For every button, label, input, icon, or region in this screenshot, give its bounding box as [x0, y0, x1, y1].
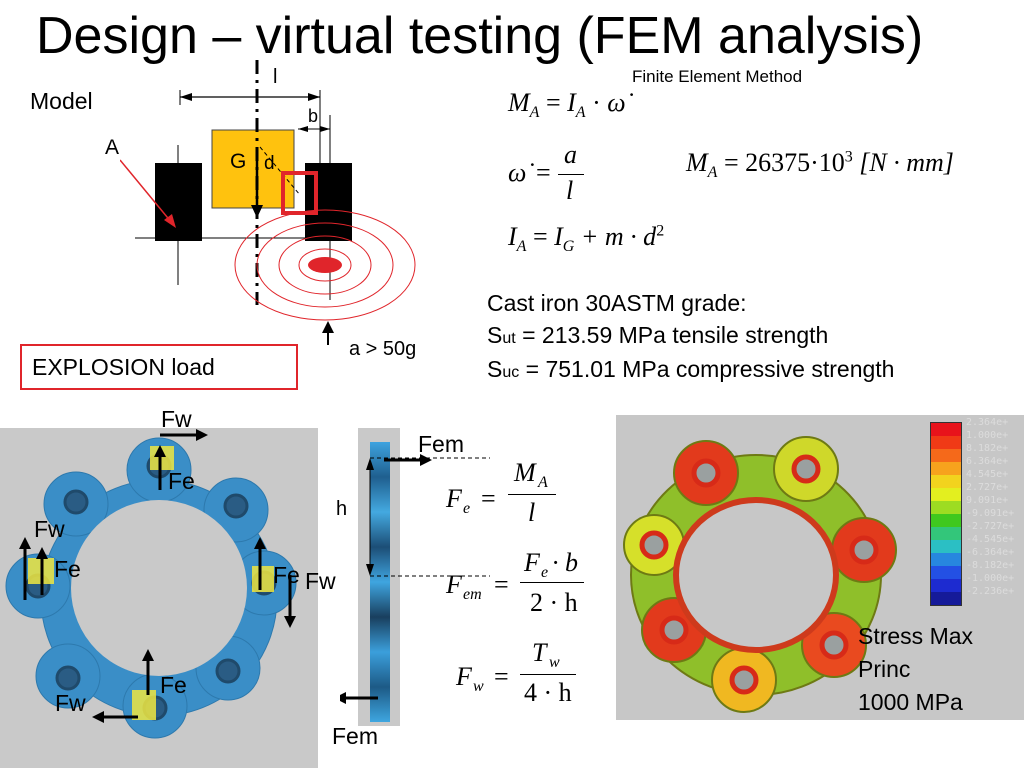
stress-caption-line: 1000 MPa — [858, 689, 963, 715]
legend-value: -2.727e+ — [966, 521, 1015, 532]
blast-ring-2 — [278, 235, 372, 295]
fe-label-right: Fe — [273, 562, 300, 588]
legend-value: 9.091e+ — [966, 495, 1009, 506]
blast-ring-outer — [234, 209, 416, 321]
fem-note: Finite Element Method — [632, 67, 803, 86]
equation-fe: F e = M A l — [446, 458, 596, 538]
legend-swatch — [931, 527, 961, 540]
equation-fw: F w = T w 4 · h — [456, 638, 616, 718]
fw-label-top: Fw — [161, 406, 192, 432]
stress-ring-inner — [673, 497, 839, 653]
legend-swatch — [931, 436, 961, 449]
fw-label-left: Fw — [34, 516, 65, 542]
right-wheel — [305, 163, 352, 241]
explosion-load-box: EXPLOSION load — [20, 344, 298, 390]
blast-center — [308, 257, 342, 273]
legend-value: -8.182e+ — [966, 560, 1015, 571]
point-a-highlight — [281, 171, 318, 215]
model-diagram — [120, 60, 416, 345]
fe-label-bottom: Fe — [160, 672, 187, 698]
legend-swatch — [931, 579, 961, 592]
fem-label-top: Fem — [418, 431, 464, 457]
ring-inner-hole — [71, 500, 247, 676]
blast-ring-1 — [298, 248, 352, 282]
h-label: h — [336, 498, 348, 520]
legend-value: -2.236e+ — [966, 586, 1015, 597]
equation-fem: F em = F e · b 2 · h — [446, 548, 606, 628]
fe-label-top: Fe — [168, 468, 195, 494]
legend-swatch — [931, 475, 961, 488]
center-of-gravity-label: G — [230, 150, 247, 173]
pointer-a-arrow — [120, 159, 173, 224]
stress-caption-line: Stress Max — [858, 623, 974, 649]
legend-value: -1.000e+ — [966, 573, 1015, 584]
legend-swatch — [931, 501, 961, 514]
material-tensile-strength: Sut = 213.59 MPa tensile strength — [487, 322, 829, 348]
slide-title: Design – virtual testing (FEM analysis) — [36, 7, 924, 65]
legend-value: -4.545e+ — [966, 534, 1015, 545]
equation-inertia: IA = IG + m · d2 — [508, 222, 665, 256]
blast-ring-3 — [256, 222, 394, 308]
fem-label-bottom: Fem — [332, 723, 378, 749]
dimension-l-arrow-left — [180, 93, 192, 101]
legend-value: 4.545e+ — [966, 469, 1009, 480]
stress-caption-line: Princ — [858, 656, 911, 682]
stress-ring — [623, 436, 897, 713]
bar-annotations — [340, 454, 490, 704]
legend-swatch — [931, 449, 961, 462]
dimension-l-arrow-right — [308, 93, 320, 101]
legend-swatch — [931, 488, 961, 501]
legend-swatch — [931, 462, 961, 475]
legend-value: 6.364e+ — [966, 456, 1009, 467]
dimension-d-label: d — [264, 153, 275, 174]
fw-label-bottom: Fw — [55, 690, 86, 716]
equation-moment-value: MA = 26375·103 [N · mm] — [686, 148, 954, 182]
dimension-b-label: b — [308, 106, 319, 126]
legend-value: 1.000e+ — [966, 430, 1009, 441]
fw-label-right: Fw — [305, 568, 336, 594]
stress-legend-labels: 2.364e+ 1.000e+ 8.182e+ 6.364e+ 4.545e+ 2.727… — [966, 416, 1014, 598]
legend-swatch — [931, 553, 961, 566]
dimension-l-label: l — [273, 66, 278, 88]
legend-value: -6.364e+ — [966, 547, 1015, 558]
ring-load-model — [5, 437, 297, 739]
legend-swatch — [931, 540, 961, 553]
mass-block — [211, 129, 295, 209]
legend-value: 2.727e+ — [966, 482, 1009, 493]
legend-swatch — [931, 566, 961, 579]
legend-value: 2.364e+ — [966, 417, 1009, 428]
stress-caption: Stress Max Princ 1000 MPa — [858, 620, 973, 719]
bar-model — [370, 442, 390, 722]
legend-swatch — [931, 592, 961, 605]
material-compressive-strength: Suc = 751.01 MPa compressive strength — [487, 356, 895, 382]
model-label: Model — [30, 88, 93, 114]
material-title: Cast iron 30ASTM grade: — [487, 290, 747, 316]
legend-value: -9.091e+ — [966, 508, 1015, 519]
legend-swatch — [931, 423, 961, 436]
load-arrows — [19, 429, 296, 723]
distance-d-line — [259, 146, 301, 196]
fe-label-left: Fe — [54, 556, 81, 582]
point-a-label: A — [105, 136, 120, 159]
stress-legend-bar — [930, 422, 962, 606]
legend-value: 8.182e+ — [966, 443, 1009, 454]
legend-swatch — [931, 514, 961, 527]
acceleration-label: a > 50g — [349, 338, 417, 360]
equation-moment: MA = IA · ω̇ — [508, 88, 626, 122]
